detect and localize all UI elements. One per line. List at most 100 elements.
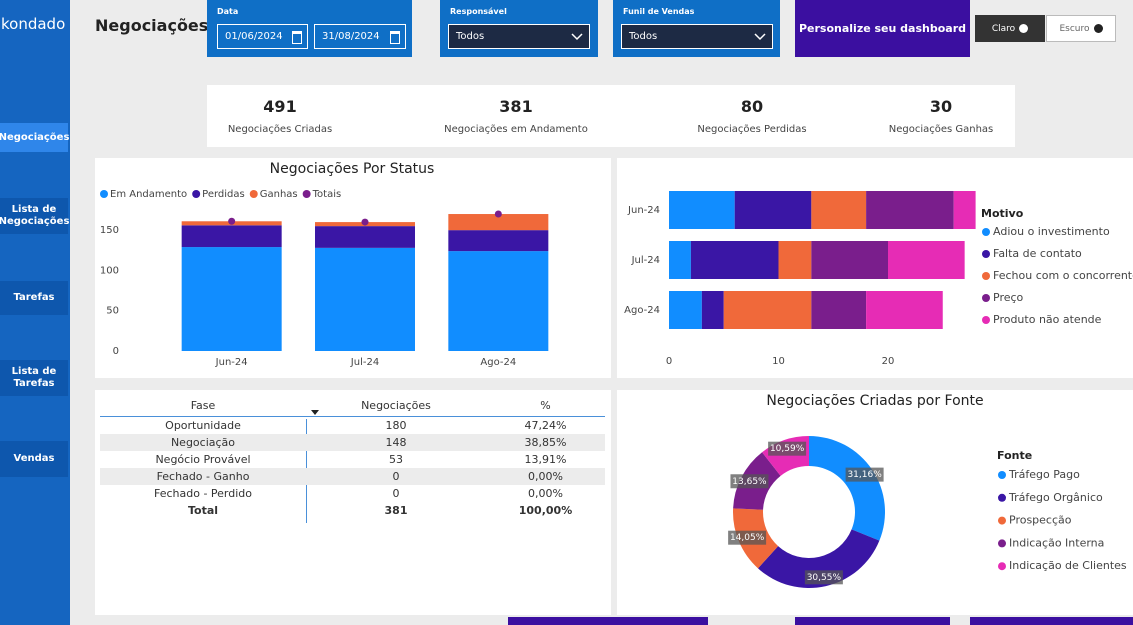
column-header[interactable]: Fase [190, 399, 216, 413]
kpi-card: 491 Negociações Criadas 381 Negociações … [207, 85, 1015, 147]
legend-swatch [998, 493, 1006, 502]
legend-swatch [192, 190, 201, 198]
bar-segment [811, 291, 867, 329]
bar-segment [723, 291, 812, 329]
cell: 53 [389, 452, 403, 466]
data-label: 10,59% [770, 444, 805, 454]
data-label: 14,05% [730, 533, 765, 543]
y-tick-label: Ago-24 [624, 305, 660, 316]
bar-segment [778, 241, 812, 279]
column-header[interactable]: Negociações [361, 399, 431, 413]
toggle-knob [1019, 24, 1029, 33]
nav-item[interactable]: Vendas [0, 441, 68, 477]
x-tick-label: Ago-24 [480, 357, 516, 368]
legend-label: Adiou o investimento [993, 225, 1110, 238]
cell: Oportunidade [165, 418, 241, 432]
bar-segment [669, 191, 735, 229]
y-tick-label: 100 [100, 265, 119, 276]
legend-swatch [982, 228, 990, 236]
cell: Fechado - Ganho [156, 469, 250, 483]
date-text: 31/08/2024 [322, 31, 380, 42]
x-tick-label: 0 [666, 356, 672, 367]
y-tick-label: 150 [100, 225, 119, 236]
bar-segment [701, 291, 724, 329]
select[interactable]: Todos [448, 24, 590, 49]
legend-swatch [998, 562, 1006, 571]
column-divider [306, 419, 307, 523]
bar-segment [181, 247, 282, 351]
legend-title: Motivo [981, 207, 1024, 220]
legend-label: Totais [312, 189, 342, 200]
kpi-value: 381 [499, 97, 533, 116]
y-tick-label: 50 [106, 306, 119, 317]
phase-table: Fase Negociações % Oportunidade 180 47,24%… [100, 396, 605, 519]
legend-label: Perdidas [202, 189, 245, 200]
toggle-text: Claro [991, 23, 1016, 34]
nav-item[interactable]: Lista de Negociações [0, 198, 69, 234]
x-tick-label: Jun-24 [215, 357, 248, 368]
nav-item[interactable]: Tarefas [0, 281, 68, 315]
toggle-knob [1093, 24, 1103, 33]
legend-label: Indicação de Clientes [1009, 559, 1127, 572]
bar-segment [866, 291, 943, 329]
cell: 180 [385, 418, 407, 432]
kpi-label: Negociações em Andamento [444, 124, 588, 135]
column-header[interactable]: % [540, 399, 551, 413]
nav-item[interactable]: Negociações [0, 123, 69, 152]
cell: 148 [385, 435, 407, 449]
owner-filter: Responsável Todos [440, 0, 598, 57]
data-label: 31,16% [847, 470, 882, 480]
table-row: Oportunidade 180 47,24% [100, 416, 605, 434]
legend-swatch [302, 190, 311, 198]
y-tick-label: 0 [113, 346, 119, 357]
cell: 0 [392, 469, 400, 483]
date-input[interactable]: 31/08/2024 [314, 24, 406, 49]
total-dot [361, 218, 369, 226]
theme-light[interactable]: Claro [975, 15, 1045, 42]
footer-button[interactable] [508, 617, 708, 625]
select[interactable]: Todos [621, 24, 773, 49]
table-row: Fechado - Perdido 0 0,00% [100, 485, 605, 502]
y-tick-label: Jul-24 [631, 255, 660, 266]
legend-swatch [249, 190, 258, 198]
funnel-filter: Funil de Vendas Todos [613, 0, 780, 57]
legend-label: Prospecção [1009, 514, 1072, 527]
legend-label: Preço [993, 291, 1024, 304]
chevron [754, 33, 766, 41]
bar-segment [811, 241, 888, 279]
cell: 381 [384, 503, 408, 517]
nav-item[interactable]: Lista de Tarefas [0, 360, 68, 396]
theme-dark[interactable]: Escuro [1046, 15, 1116, 42]
sort-arrow[interactable] [311, 410, 319, 415]
legend-swatch [982, 294, 990, 302]
bar-segment [181, 225, 282, 248]
x-tick-label: 20 [882, 356, 895, 367]
kpi-label: Negociações Perdidas [697, 124, 807, 135]
legend-swatch [982, 272, 990, 280]
bar-segment [953, 191, 976, 229]
cell: Negociação [170, 435, 236, 449]
data-label: 30,55% [807, 573, 842, 583]
legend-label: Indicação Interna [1009, 536, 1104, 549]
donut-slice [757, 529, 880, 588]
cell: 13,91% [524, 452, 567, 466]
kpi-label: Negociações Criadas [227, 124, 333, 135]
bar-segment [448, 230, 549, 252]
total-dot [494, 210, 502, 218]
date-input[interactable]: 01/06/2024 [217, 24, 308, 49]
legend-label: Tráfego Orgânico [1008, 491, 1103, 504]
phase-table-card: Fase Negociações % Oportunidade 180 47,24%… [95, 390, 611, 615]
chart-title: Negociações Criadas por Fonte [766, 393, 983, 409]
table-row: Negócio Provável 53 13,91% [100, 451, 605, 468]
customize-button[interactable]: Personalize seu dashboard [795, 0, 970, 57]
footer-button[interactable] [795, 617, 950, 625]
legend-swatch [982, 250, 990, 258]
status-chart: Negociações Por Status Em Andamento Perdid… [95, 158, 611, 378]
x-tick-label: 10 [772, 356, 785, 367]
cell: Fechado - Perdido [153, 486, 253, 500]
bar-segment [734, 191, 812, 229]
y-tick-label: Jun-24 [627, 205, 660, 216]
data-label-bg [845, 467, 884, 482]
total-dot [228, 217, 236, 225]
footer-button[interactable] [970, 617, 1133, 625]
